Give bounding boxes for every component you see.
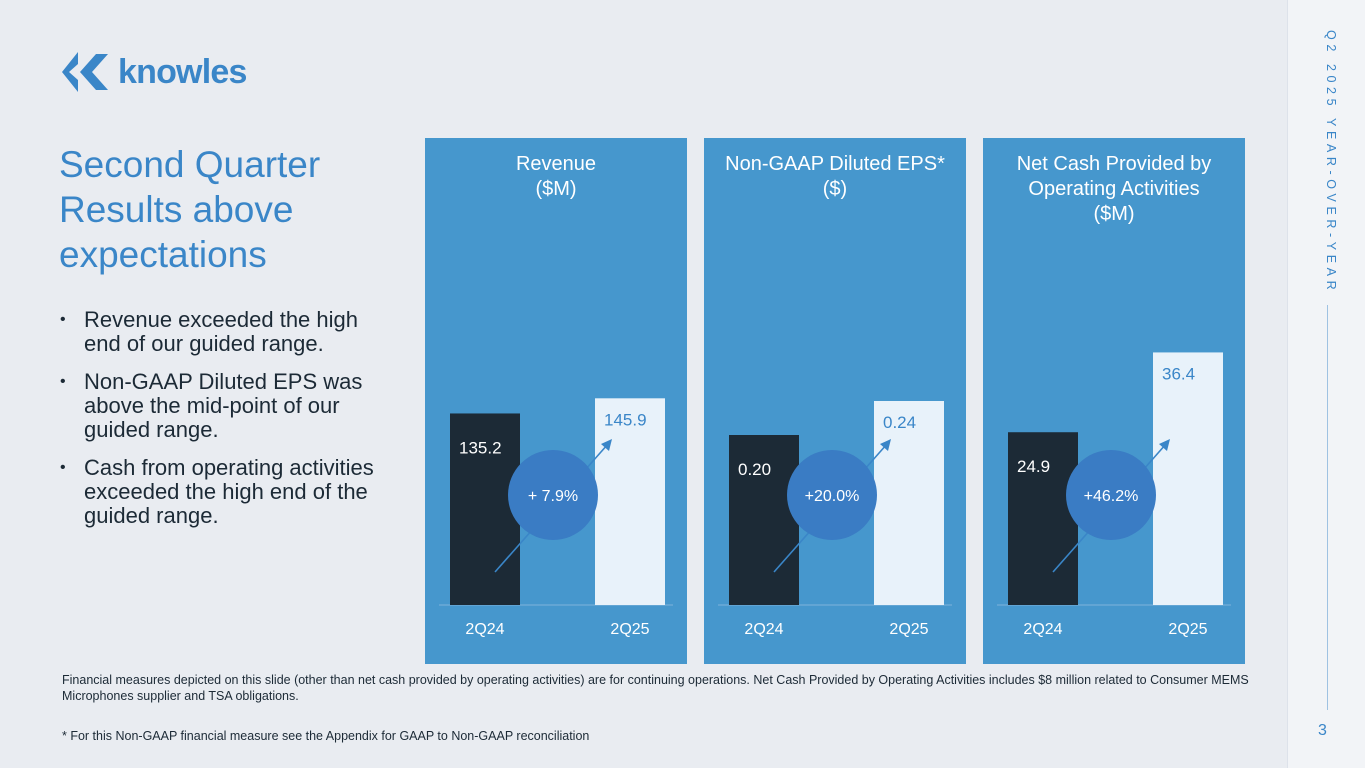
title-line: expectations [59, 234, 267, 275]
results-bullet-list: Revenue exceeded the high end of our gui… [60, 308, 390, 542]
company-logo: knowles [62, 52, 247, 92]
logo-wordmark: knowles [118, 52, 247, 91]
x-tick-label: 2Q25 [610, 621, 649, 638]
growth-arrow-head [1159, 439, 1170, 451]
data-label-prior: 135.2 [459, 438, 502, 457]
data-label-current: 145.9 [604, 410, 647, 429]
chart-title: Revenue ($M) [425, 152, 687, 202]
revenue-chart-panel: Revenue ($M) 2Q24 2Q25 135.2 145.9 + 7.9% [425, 138, 687, 664]
chart-title-line: Operating Activities [1028, 178, 1200, 200]
bar-prior-year [1008, 432, 1078, 605]
chart-title: Net Cash Provided by Operating Activitie… [983, 152, 1245, 227]
growth-badge [508, 450, 598, 540]
footnote-continuing-ops: Financial measures depicted on this slid… [62, 673, 1249, 703]
growth-badge [1066, 450, 1156, 540]
chart-title: Non-GAAP Diluted EPS* ($) [704, 152, 966, 202]
cash-flow-chart-panel: Net Cash Provided by Operating Activitie… [983, 138, 1245, 664]
x-tick-label: 2Q24 [465, 621, 504, 638]
bar-current-year [1153, 352, 1223, 605]
side-divider [1327, 305, 1328, 710]
bullet-item: Revenue exceeded the high end of our gui… [60, 308, 390, 356]
growth-percent-label: +46.2% [1084, 488, 1139, 505]
chart-title-line: Net Cash Provided by [1016, 153, 1212, 175]
title-line: Results above [59, 189, 294, 230]
data-label-prior: 0.20 [738, 460, 771, 479]
chart-title-line: ($) [822, 178, 848, 200]
side-panel [1287, 0, 1365, 768]
chart-title-line: Non-GAAP Diluted EPS* [725, 153, 945, 175]
footnote-non-gaap: * For this Non-GAAP financial measure se… [62, 729, 590, 743]
page-number: 3 [1318, 722, 1327, 739]
chart-title-line: ($M) [1093, 203, 1135, 225]
bullet-item: Cash from operating activities exceeded … [60, 456, 390, 528]
chart-title-line: ($M) [535, 178, 577, 200]
bar-prior-year [729, 435, 799, 605]
growth-arrow-head [880, 439, 891, 451]
vertical-section-title: Q2 2025 YEAR-OVER-YEAR [1324, 30, 1338, 295]
data-label-prior: 24.9 [1017, 457, 1050, 476]
bar-current-year [595, 398, 665, 605]
x-tick-label: 2Q24 [744, 621, 783, 638]
growth-percent-label: +20.0% [805, 488, 860, 505]
growth-percent-label: + 7.9% [528, 488, 578, 505]
bar-current-year [874, 401, 944, 605]
bar-prior-year [450, 413, 520, 605]
x-tick-label: 2Q24 [1023, 621, 1062, 638]
revenue-bar-chart: 2Q24 2Q25 135.2 145.9 + 7.9% [439, 398, 673, 638]
growth-badge [787, 450, 877, 540]
chart-title-line: Revenue [515, 153, 597, 175]
x-tick-label: 2Q25 [1168, 621, 1207, 638]
page-title: Second Quarter Results above expectation… [59, 142, 379, 277]
eps-bar-chart: 2Q24 2Q25 0.20 0.24 +20.0% [718, 401, 952, 638]
eps-chart-panel: Non-GAAP Diluted EPS* ($) 2Q24 2Q25 0.20 0.… [704, 138, 966, 664]
data-label-current: 0.24 [883, 413, 916, 432]
knowles-k-icon [62, 52, 108, 92]
cash-flow-bar-chart: 2Q24 2Q25 24.9 36.4 +46.2% [997, 352, 1231, 638]
title-line: Second Quarter [59, 144, 321, 185]
bullet-item: Non-GAAP Diluted EPS was above the mid-p… [60, 370, 390, 442]
growth-arrow-head [601, 439, 612, 451]
data-label-current: 36.4 [1162, 364, 1195, 383]
x-tick-label: 2Q25 [889, 621, 928, 638]
